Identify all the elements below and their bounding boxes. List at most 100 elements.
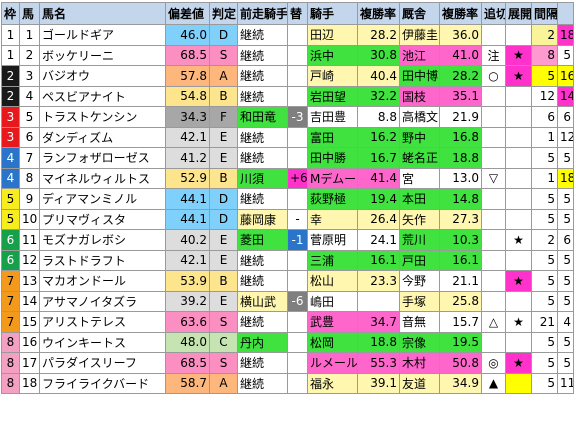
tenkai-mark [505, 208, 532, 230]
col-header[interactable]: 厩舎 [399, 2, 440, 25]
col-header[interactable]: 展開 [505, 2, 532, 25]
last-col: 5 [557, 188, 574, 210]
prev-jockey: 菱田 [237, 229, 288, 251]
jockey-rate: 55.3 [357, 352, 400, 374]
last-col: 5 [557, 331, 574, 353]
prev-jockey: 継続 [237, 44, 288, 66]
col-header[interactable]: 追切 [481, 2, 506, 25]
col-header[interactable]: 騎手 [307, 2, 358, 25]
stable: 池江 [399, 44, 440, 66]
table-row[interactable]: 6 11 モズナガレボシ 40.2 E 菱田 -1 菅原明 24.1 荒川 10.3 ★ 2 6 [1, 229, 574, 251]
jockey: 幸 [307, 208, 358, 230]
horse-number: 18 [19, 372, 40, 394]
col-header[interactable]: 馬名 [39, 2, 166, 25]
prev-jockey: 継続 [237, 372, 288, 394]
last-col: 5 [557, 352, 574, 374]
last-col: 12 [557, 126, 574, 148]
jockey-rate: 34.7 [357, 311, 400, 333]
table-row[interactable]: 7 14 アサマノイタズラ 39.2 E 横山武 -6 嶋田 手塚 25.8 5 5 [1, 290, 574, 312]
table-row[interactable]: 5 9 ディアマンミノル 44.1 D 継続 荻野極 19.4 本田 14.8 5 5 [1, 188, 574, 210]
stable: 荒川 [399, 229, 440, 251]
prev-jockey: 継続 [237, 147, 288, 169]
jockey-change [287, 311, 308, 333]
stable: 戸田 [399, 249, 440, 271]
col-header[interactable]: 間隔 [531, 2, 558, 25]
stable: 宗像 [399, 331, 440, 353]
jockey-rate: 23.3 [357, 270, 400, 292]
jockey-change [287, 188, 308, 210]
hensa-grade: E [209, 147, 238, 169]
col-header[interactable]: 複勝率 [439, 2, 482, 25]
table-row[interactable]: 5 10 プリマヴィスタ 44.1 D 藤岡康 - 幸 26.4 矢作 27.3 5 5 [1, 208, 574, 230]
tenkai-mark: ★ [505, 229, 532, 251]
table-row[interactable]: 8 16 ウインキートス 48.0 C 丹内 松岡 18.8 宗像 19.5 5 5 [1, 331, 574, 353]
hensa-grade: S [209, 44, 238, 66]
stable-rate: 35.1 [439, 85, 482, 107]
table-row[interactable]: 8 17 パラダイスリーフ 68.5 S 継続 ルメール 55.3 木村 50.8 ◎ ★ 5 5 [1, 352, 574, 374]
hensa-grade: E [209, 126, 238, 148]
table-row[interactable]: 7 15 アリストテレス 63.6 S 継続 武豊 34.7 音無 15.7 △ ★ 21 4 [1, 311, 574, 333]
col-header[interactable]: 前走騎手 [237, 2, 288, 25]
oikiri-mark [481, 270, 506, 292]
table-row[interactable]: 1 2 ボッケリーニ 68.5 S 継続 浜中 30.8 池江 41.0 注 ★ 8 5 [1, 44, 574, 66]
jockey: 三浦 [307, 249, 358, 271]
jockey-change [287, 65, 308, 87]
hensa-value: 34.3 [165, 106, 210, 128]
horse-number: 3 [19, 65, 40, 87]
table-row[interactable]: 4 7 ランフォザローゼス 41.2 E 継続 田中勝 16.7 蛯名正 18.8 5 5 [1, 147, 574, 169]
tenkai-mark [505, 372, 532, 394]
prev-jockey: 継続 [237, 352, 288, 374]
jockey: 松岡 [307, 331, 358, 353]
hensa-value: 58.7 [165, 372, 210, 394]
jockey-rate: 41.4 [357, 167, 400, 189]
hensa-value: 68.5 [165, 352, 210, 374]
tenkai-mark: ★ [505, 311, 532, 333]
last-col: 5 [557, 290, 574, 312]
horse-name: マイネルウィルトス [39, 167, 166, 189]
table-row[interactable]: 7 13 マカオンドール 53.9 B 継続 松山 23.3 今野 21.1 ★ 5 5 [1, 270, 574, 292]
jockey: 岩田望 [307, 85, 358, 107]
hensa-value: 68.5 [165, 44, 210, 66]
table-row[interactable]: 6 12 ラストドラフト 42.1 E 継続 三浦 16.1 戸田 16.1 5 5 [1, 249, 574, 271]
col-header[interactable]: 馬 [19, 2, 40, 25]
tenkai-mark [505, 24, 532, 46]
interval: 21 [531, 311, 558, 333]
col-header[interactable]: 枠 [1, 2, 20, 25]
horse-name: モズナガレボシ [39, 229, 166, 251]
jockey-change [287, 249, 308, 271]
interval: 5 [531, 352, 558, 374]
frame-cell: 5 [1, 188, 20, 210]
horse-number: 7 [19, 147, 40, 169]
horse-name: マカオンドール [39, 270, 166, 292]
col-header[interactable] [557, 2, 574, 25]
last-col: 14 [557, 85, 574, 107]
frame-cell: 6 [1, 249, 20, 271]
table-body: 11ゴールドギア46.0D継続田辺28.2伊藤圭36.021812ボッケリーニ6… [1, 24, 574, 394]
col-header[interactable]: 偏差値 [165, 2, 210, 25]
hensa-value: 39.2 [165, 290, 210, 312]
stable-rate: 36.0 [439, 24, 482, 46]
oikiri-mark: ▲ [481, 372, 506, 394]
frame-cell: 7 [1, 290, 20, 312]
horse-number: 5 [19, 106, 40, 128]
interval: 5 [531, 372, 558, 394]
table-row[interactable]: 3 5 トラストケンシン 34.3 F 和田竜 -3 吉田豊 8.8 高橋文 21.9 6 6 [1, 106, 574, 128]
col-header[interactable]: 判定 [209, 2, 238, 25]
col-header[interactable]: 替 [287, 2, 308, 25]
interval: 8 [531, 44, 558, 66]
hensa-value: 63.6 [165, 311, 210, 333]
horse-name: プリマヴィスタ [39, 208, 166, 230]
interval: 12 [531, 85, 558, 107]
last-col: 5 [557, 249, 574, 271]
interval: 1 [531, 126, 558, 148]
horse-number: 15 [19, 311, 40, 333]
col-header[interactable]: 複勝率 [357, 2, 400, 25]
jockey-change: +6 [287, 167, 308, 189]
horse-number: 6 [19, 126, 40, 148]
